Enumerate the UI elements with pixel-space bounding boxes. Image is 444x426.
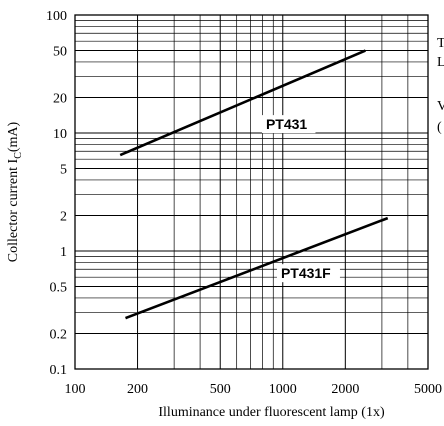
y-tick-label: 100 (46, 9, 67, 24)
y-tick-label: 0.1 (50, 363, 68, 378)
y-tick-label: 1 (60, 245, 67, 260)
plot-frame (74, 14, 429, 370)
y-tick-label: 5 (60, 163, 67, 178)
y-tick-label: 0.5 (50, 281, 68, 296)
series-layer: PT431 PT431F (119, 49, 389, 320)
y-axis-label-main: Collector current I (6, 158, 21, 262)
x-tick-label: 2000 (331, 382, 359, 397)
side-text-line-3: V (437, 99, 444, 114)
y-tick-label: 2 (60, 209, 67, 224)
series-label-background (276, 264, 340, 283)
series-label-pt431f: PT431F (281, 265, 331, 281)
y-axis-label-unit: (mA) (6, 121, 21, 152)
x-tick-label: 200 (127, 382, 148, 397)
series-line-pt431 (119, 49, 366, 157)
y-axis-label: Collector current IC(mA) (6, 121, 24, 262)
y-tick-label: 20 (53, 91, 67, 106)
y-tick-label: 10 (53, 127, 67, 142)
x-tick-labels: 100 200 500 1000 2000 5000 (65, 382, 443, 397)
x-tick-label: 500 (210, 382, 231, 397)
side-text-fragment: T L V ( (437, 36, 444, 135)
x-axis-label: Illuminance under fluorescent lamp (1x) (158, 405, 385, 420)
series-label-background (261, 115, 316, 134)
side-text-line-1: T (437, 36, 444, 51)
series-label-pt431: PT431 (266, 116, 307, 132)
side-text-line-2: L (437, 55, 444, 70)
series-line-pt431f (125, 216, 389, 320)
y-tick-label: 50 (53, 45, 67, 60)
x-tick-label: 5000 (414, 382, 442, 397)
y-tick-labels: 0.1 0.2 0.5 1 2 5 10 20 50 100 (46, 9, 67, 378)
y-axis-label-subscript: C (13, 152, 24, 159)
x-tick-label: 100 (65, 382, 86, 397)
x-tick-label: 1000 (269, 382, 297, 397)
side-text-line-4: ( (437, 120, 442, 135)
minor-grid (75, 15, 428, 369)
y-tick-label: 0.2 (50, 327, 68, 342)
